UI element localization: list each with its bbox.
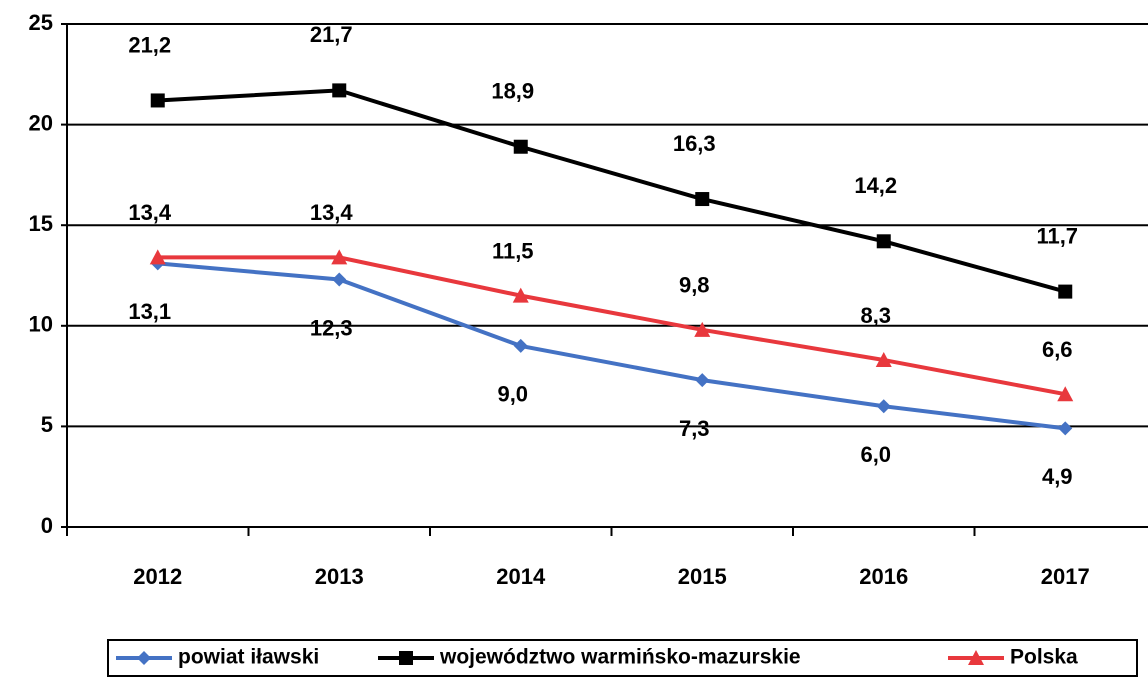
marker	[332, 83, 347, 98]
marker	[876, 399, 891, 414]
data-label: 6,6	[1042, 337, 1073, 362]
marker	[1058, 421, 1073, 436]
data-label: 9,0	[497, 382, 528, 407]
y-tick-label: 10	[29, 312, 53, 337]
marker	[876, 234, 891, 249]
legend-label: województwo warmińsko-mazurskie	[439, 646, 801, 669]
data-label: 14,2	[854, 173, 897, 198]
data-label: 4,9	[1042, 464, 1073, 489]
data-label: 21,2	[128, 32, 171, 57]
data-label: 16,3	[673, 131, 716, 156]
data-label: 11,5	[492, 238, 534, 263]
x-tick-label: 2016	[859, 564, 908, 589]
series-line	[157, 255, 1066, 397]
marker	[399, 651, 413, 665]
marker	[513, 139, 528, 154]
marker	[1057, 386, 1074, 402]
marker	[331, 249, 348, 265]
marker	[149, 249, 166, 265]
data-label: 12,3	[310, 315, 353, 340]
legend: powiat iławski województwo warmińsko-mazu…	[107, 639, 1138, 677]
data-label: 13,1	[128, 299, 171, 324]
data-label: 6,0	[860, 442, 891, 467]
series-line	[157, 261, 1066, 431]
y-tick-label: 20	[29, 110, 53, 135]
legend-label: Polska	[1010, 646, 1078, 669]
y-tick-label: 15	[29, 211, 53, 236]
y-tick-label: 25	[29, 10, 53, 35]
y-tick-label: 0	[41, 513, 53, 538]
data-label: 13,4	[128, 200, 172, 225]
marker	[513, 338, 528, 353]
data-label: 13,4	[310, 200, 354, 225]
marker	[137, 651, 151, 665]
x-tick-label: 2014	[496, 564, 546, 589]
data-label: 18,9	[491, 79, 534, 104]
marker	[1058, 284, 1073, 299]
data-label: 9,8	[679, 273, 710, 298]
series-line	[157, 88, 1066, 294]
legend-label: powiat iławski	[178, 646, 319, 669]
data-label: 21,7	[310, 22, 353, 47]
marker	[694, 321, 711, 337]
x-tick-label: 2012	[133, 564, 182, 589]
x-tick-label: 2013	[315, 564, 364, 589]
data-label: 7,3	[679, 416, 710, 441]
marker	[150, 93, 165, 108]
data-label: 11,7	[1036, 223, 1078, 248]
marker	[695, 373, 710, 388]
x-tick-label: 2017	[1041, 564, 1090, 589]
y-tick-label: 5	[41, 412, 53, 437]
marker	[968, 650, 984, 665]
marker	[512, 287, 529, 303]
data-label: 8,3	[860, 303, 891, 328]
x-tick-label: 2015	[678, 564, 727, 589]
marker	[875, 352, 892, 368]
marker	[332, 272, 347, 287]
marker	[695, 192, 710, 207]
